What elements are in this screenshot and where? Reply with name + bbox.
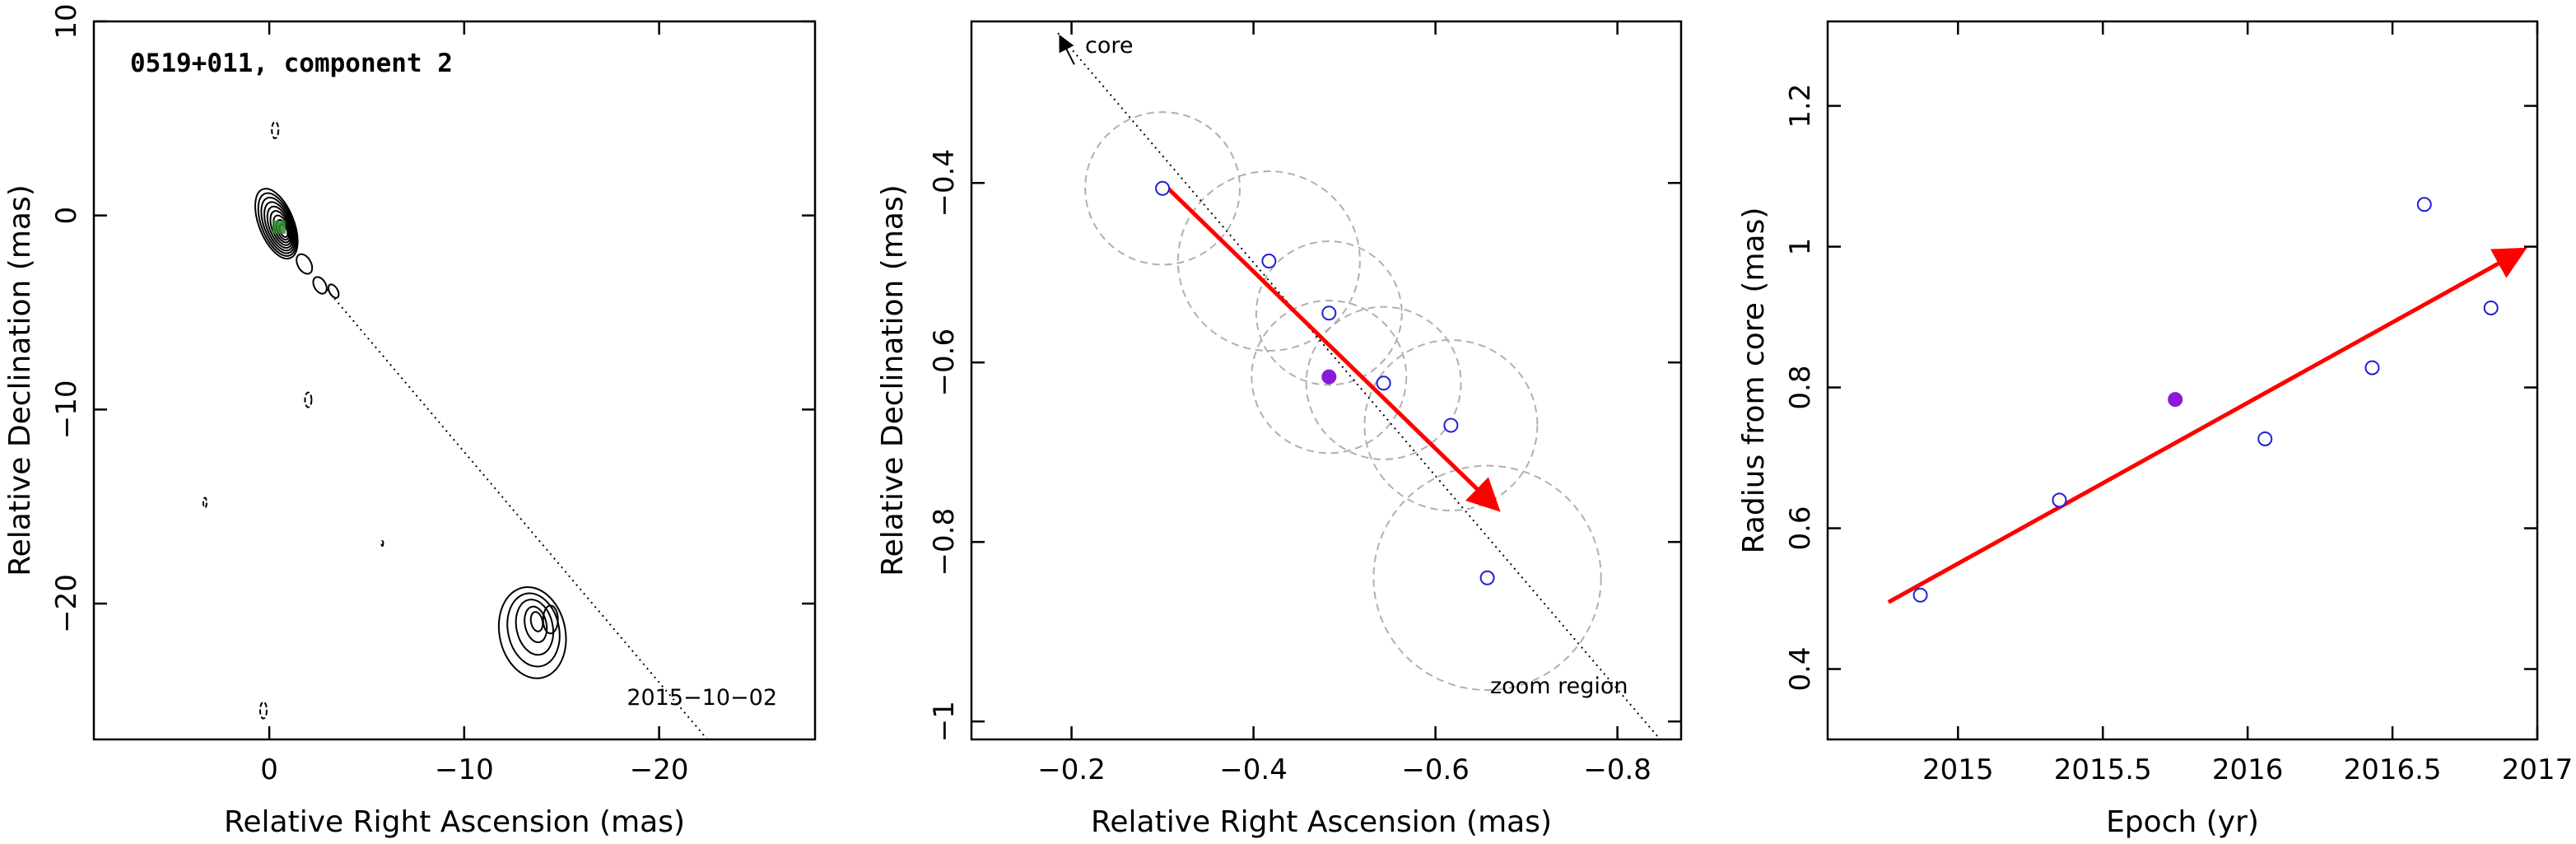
panel3-ytick-label: 1: [1784, 238, 1817, 256]
panel1-ticks: 0 −10 −20 10 0 −10 −20: [50, 3, 815, 786]
panel2-frame: [970, 20, 1683, 741]
lobe-contour: [515, 599, 555, 656]
panel2-ticks: −0.2 −0.4 −0.6 −0.8 −0.4 −0.6 −0.8 −1: [928, 21, 1681, 786]
panel2-ylabel: Relative Declination (mas): [876, 184, 910, 576]
reference-epoch-point: [2168, 392, 2183, 408]
panel3-frame: [1826, 20, 2539, 741]
panel2-core-annotation: core: [1085, 33, 1133, 58]
component-size-circle: [1251, 299, 1408, 455]
panel1-core-line: [326, 289, 709, 739]
component-position-point: [1321, 305, 1337, 321]
radius-point: [2052, 492, 2067, 508]
panel1-date-annotation: 2015−10−02: [627, 685, 777, 711]
panel2-xtick-label: −0.8: [1583, 753, 1651, 786]
panel2-ytick-label: −1: [928, 701, 961, 742]
panel1-ytick-label: 10: [50, 3, 83, 39]
jet-knot-contour: [327, 283, 340, 299]
panel-zoom-positions: −0.2 −0.4 −0.6 −0.8 −0.4 −0.6 −0.8 −1 core zoom…: [876, 20, 1683, 839]
radius-point: [2416, 197, 2432, 212]
contour-level: [266, 205, 294, 249]
panel1-ytick-label: −10: [50, 380, 83, 439]
panel2-xtick-label: −0.2: [1037, 753, 1106, 786]
lobe-contour: [524, 605, 548, 644]
panel3-ticks: 2015 2015.5 2016 2016.5 2017 0.4 0.6 0.8 1 1.2: [1784, 21, 2573, 786]
core-direction-arrowhead: [1059, 35, 1075, 65]
jet-knot-contour: [312, 276, 328, 295]
lobe-contour: [542, 604, 559, 635]
component-position-point: [1376, 375, 1391, 391]
panel3-xtick-label: 2015.5: [2054, 753, 2152, 786]
panel1-ylabel: Relative Declination (mas): [3, 184, 37, 576]
panel2-plot: [1057, 32, 1661, 739]
reference-epoch-point: [1321, 369, 1337, 385]
panel3-ytick-label: 1.2: [1784, 84, 1817, 128]
panel3-ytick-label: 0.8: [1784, 366, 1817, 410]
panel1-contours: [202, 120, 567, 720]
noise-contour: [271, 120, 280, 139]
panel3-xlabel: Epoch (yr): [2106, 805, 2259, 839]
panel2-xlabel: Relative Right Ascension (mas): [1091, 805, 1552, 839]
panel1-ytick-label: 0: [50, 207, 83, 225]
lobe-contour: [497, 585, 567, 679]
contour-level: [254, 188, 299, 260]
panel2-ytick-label: −0.4: [928, 149, 961, 217]
panel2-ytick-label: −0.6: [928, 329, 961, 397]
noise-contour: [304, 391, 313, 408]
component-size-circle: [1084, 111, 1241, 266]
radius-point: [1912, 587, 1928, 603]
component-marker: [272, 220, 286, 234]
component-size-circle: [1363, 338, 1539, 512]
panel3-xtick-label: 2016.5: [2344, 753, 2442, 786]
radius-point: [2483, 300, 2499, 315]
core-direction-line: [1057, 32, 1661, 739]
panel3-xtick-label: 2015: [1922, 753, 1994, 786]
radius-point: [2257, 431, 2273, 446]
noise-contour: [202, 497, 207, 509]
contour-level: [257, 192, 298, 257]
panel3-xtick-label: 2017: [2502, 753, 2574, 786]
motion-arrow: [1161, 181, 1501, 512]
panel3-ytick-label: 0.4: [1784, 646, 1817, 691]
jet-knot-contour: [296, 253, 314, 275]
component-position-point: [1261, 254, 1277, 269]
panel1-xlabel: Relative Right Ascension (mas): [224, 805, 685, 839]
panel-radius-vs-epoch: 2015 2015.5 2016 2016.5 2017 0.4 0.6 0.8 1 1.2 Ep…: [1737, 20, 2573, 839]
panel2-xtick-label: −0.6: [1401, 753, 1470, 786]
trend-arrow: [1887, 247, 2527, 604]
panel2-ytick-label: −0.8: [928, 508, 961, 576]
panel1-title: 0519+011, component 2: [130, 49, 453, 78]
panel3-xtick-label: 2016: [2212, 753, 2284, 786]
panel1-ytick-label: −20: [50, 574, 83, 633]
noise-contour: [259, 701, 268, 720]
panel3-ytick-label: 0.6: [1784, 506, 1817, 550]
contour-level: [263, 201, 295, 252]
panel3-plot: [1887, 197, 2527, 604]
radius-point: [2364, 360, 2380, 375]
panel1-xtick-label: 0: [260, 753, 278, 786]
panel3-ylabel: Radius from core (mas): [1737, 208, 1771, 554]
component-size-circle: [1372, 464, 1602, 692]
component-position-point: [1479, 570, 1495, 585]
panel2-xtick-label: −0.4: [1219, 753, 1288, 786]
contour-level: [260, 196, 296, 254]
noise-contour: [380, 539, 384, 547]
component-position-point: [1155, 180, 1171, 196]
component-size-circle: [1176, 170, 1361, 352]
lobe-contour: [529, 611, 544, 632]
lobe-contour: [506, 592, 561, 668]
panel-contour-map: 0 −10 −20 10 0 −10 −20 0519+011, component 2 2…: [3, 3, 817, 839]
component-size-circle: [1305, 305, 1462, 460]
panel1-xtick-label: −10: [435, 753, 494, 786]
panel1-frame: [92, 20, 817, 741]
panel2-zoom-annotation: zoom region: [1490, 674, 1628, 699]
component-size-circle: [1255, 240, 1403, 386]
panel1-core-direction-line: [326, 289, 709, 739]
component-position-point: [1443, 417, 1459, 433]
panel1-xtick-label: −20: [630, 753, 689, 786]
